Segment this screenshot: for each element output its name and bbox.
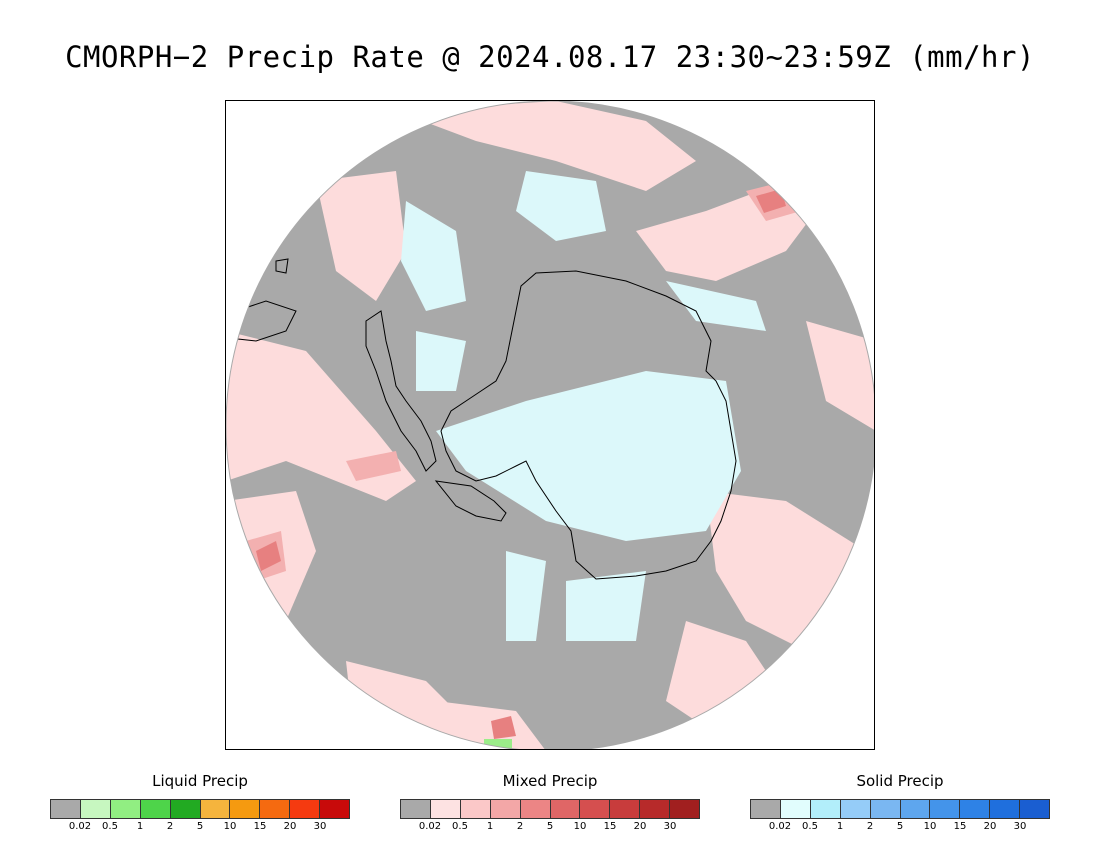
legend-swatch — [960, 800, 991, 818]
legend-swatch — [260, 800, 291, 818]
legend-tick-label: 15 — [953, 821, 967, 832]
legend-swatch — [670, 800, 700, 818]
legend-swatch — [780, 800, 811, 818]
legend-swatch — [520, 800, 551, 818]
legend-solid-title: Solid Precip — [856, 772, 944, 790]
legend-liquid-title: Liquid Precip — [152, 772, 248, 790]
legend-swatch — [320, 800, 350, 818]
legend-swatch — [51, 800, 81, 818]
legend-tick-label: 0.02 — [418, 821, 442, 832]
map-title: CMORPH−2 Precip Rate @ 2024.08.17 23:30~… — [65, 40, 1035, 74]
legend-swatch — [870, 800, 901, 818]
legend-tick-label: 0.5 — [452, 821, 468, 832]
legend-swatch — [610, 800, 641, 818]
legend-swatch — [80, 800, 111, 818]
legend-tick-label: 0.02 — [68, 821, 92, 832]
legend-tick-label: 15 — [253, 821, 267, 832]
legend-mixed-title: Mixed Precip — [502, 772, 598, 790]
legend-liquid: Liquid Precip 0.02 0.5 1 2 5 10 15 20 30 — [50, 772, 350, 835]
legend-tick-label: 15 — [603, 821, 617, 832]
legend-tick-label: 1 — [136, 821, 144, 832]
legend-tick-label: 10 — [573, 821, 587, 832]
legend-solid-ticks: 0.02 0.5 1 2 5 10 15 20 30 — [750, 821, 1050, 835]
legend-swatch — [550, 800, 581, 818]
legend-solid: Solid Precip 0.02 0.5 1 2 5 10 15 20 30 — [750, 772, 1050, 835]
legend-tick-label: 1 — [486, 821, 494, 832]
legend-swatch — [490, 800, 521, 818]
legend-tick-label: 0.02 — [768, 821, 792, 832]
legend-tick-label: 10 — [223, 821, 237, 832]
legend-swatch — [110, 800, 141, 818]
legend-tick-label: 1 — [836, 821, 844, 832]
legend-tick-label: 30 — [663, 821, 677, 832]
map-frame — [225, 100, 875, 750]
legend-tick-label: 30 — [1013, 821, 1027, 832]
legend-swatch — [580, 800, 611, 818]
legend-swatch — [140, 800, 171, 818]
legend-tick-label: 10 — [923, 821, 937, 832]
legend-tick-label: 20 — [633, 821, 647, 832]
solid-precip-regions — [401, 171, 766, 641]
legend-swatch — [290, 800, 321, 818]
legend-swatch — [840, 800, 871, 818]
legend-tick-label: 2 — [516, 821, 524, 832]
legend-swatch — [460, 800, 491, 818]
polar-precip-map — [226, 101, 874, 749]
legend-liquid-ticks: 0.02 0.5 1 2 5 10 15 20 30 — [50, 821, 350, 835]
mixed-precip-heavy — [256, 189, 786, 739]
legend-tick-label: 20 — [283, 821, 297, 832]
legend-tick-label: 2 — [166, 821, 174, 832]
legend-solid-swatches — [750, 799, 1050, 819]
legend-tick-label: 0.5 — [102, 821, 118, 832]
legend-swatch — [751, 800, 781, 818]
legend-tick-label: 0.5 — [802, 821, 818, 832]
legend-tick-label: 20 — [983, 821, 997, 832]
legend-mixed-ticks: 0.02 0.5 1 2 5 10 15 20 30 — [400, 821, 700, 835]
legend-mixed: Mixed Precip 0.02 0.5 1 2 5 10 15 20 30 — [400, 772, 700, 835]
legend-swatch — [430, 800, 461, 818]
legend-swatch — [990, 800, 1021, 818]
legend-liquid-swatches — [50, 799, 350, 819]
legend-swatch — [401, 800, 431, 818]
liquid-precip-region — [484, 739, 512, 749]
legend-swatch — [230, 800, 261, 818]
mixed-precip-regions — [226, 101, 874, 749]
legend-tick-label: 5 — [196, 821, 204, 832]
legend-swatch — [1020, 800, 1050, 818]
legend-swatch — [640, 800, 671, 818]
legend-tick-label: 5 — [546, 821, 554, 832]
legend-tick-label: 2 — [866, 821, 874, 832]
legend-swatch — [170, 800, 201, 818]
legend-swatch — [810, 800, 841, 818]
legend-swatch — [200, 800, 231, 818]
legend-swatch — [900, 800, 931, 818]
legend-tick-label: 30 — [313, 821, 327, 832]
legend-swatch — [930, 800, 961, 818]
legend-mixed-swatches — [400, 799, 700, 819]
legend-tick-label: 5 — [896, 821, 904, 832]
